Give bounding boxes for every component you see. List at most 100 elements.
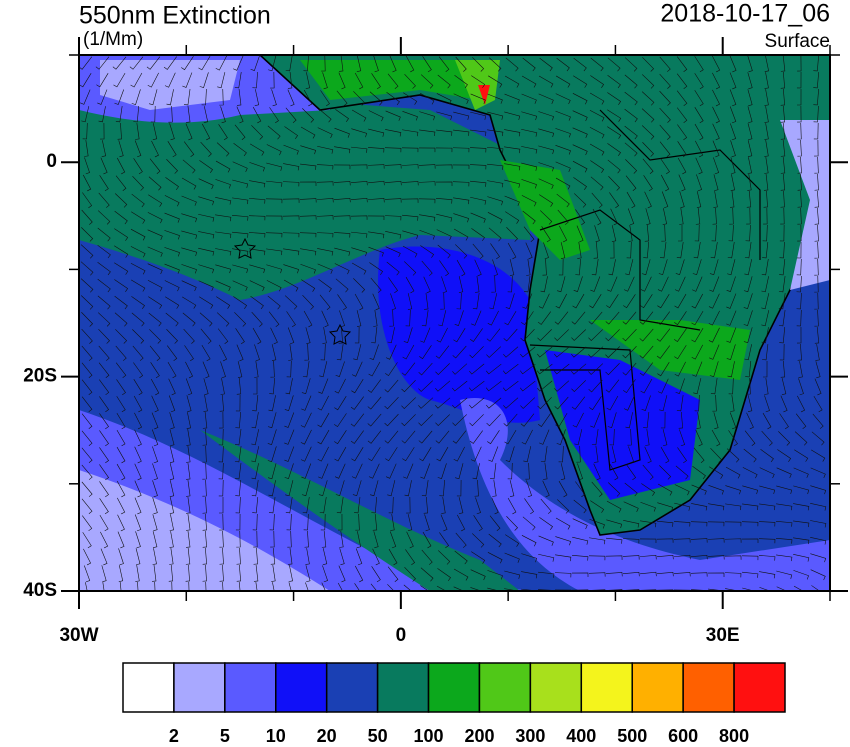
wind-barb — [810, 485, 827, 495]
wind-barb — [588, 555, 606, 561]
wind-barb — [793, 503, 810, 511]
wind-barb — [454, 310, 464, 326]
wind-barb — [503, 346, 519, 358]
wind-barb — [253, 547, 258, 565]
wind-barb — [741, 538, 759, 543]
wind-barb — [167, 361, 177, 379]
wind-barb — [729, 106, 737, 124]
wind-barb — [659, 465, 672, 480]
wind-barb — [452, 430, 467, 444]
colorbar-box — [224, 662, 277, 713]
wind-barb — [333, 215, 351, 220]
wind-barb — [114, 279, 129, 292]
wind-barb — [203, 378, 209, 396]
wind-barb — [677, 447, 687, 464]
wind-barb — [202, 531, 207, 548]
wind-barb — [471, 228, 485, 242]
colorbar-label: 800 — [719, 726, 749, 746]
wind-barb — [624, 57, 638, 72]
wind-barb — [268, 311, 280, 328]
wind-barb — [542, 480, 550, 498]
wind-barb — [300, 446, 312, 462]
wind-barb — [744, 242, 752, 259]
wind-barb — [503, 397, 519, 409]
wind-barb — [268, 497, 276, 514]
wind-barb — [627, 208, 635, 226]
wind-barb — [181, 264, 197, 274]
wind-barb — [526, 259, 531, 276]
wind-barb — [555, 75, 571, 88]
wind-barb — [694, 123, 704, 141]
wind-barb — [99, 481, 109, 498]
wind-barb — [525, 462, 530, 480]
wind-barb — [185, 123, 193, 141]
wind-barb — [100, 122, 105, 140]
wind-barb — [402, 111, 418, 121]
wind-barb — [504, 146, 521, 154]
wind-barb — [282, 198, 300, 203]
wind-barb — [555, 93, 571, 105]
wind-barb — [693, 447, 705, 463]
wind-barb — [778, 431, 791, 446]
wind-barb — [284, 295, 298, 310]
wind-barb — [118, 140, 124, 158]
wind-barb — [641, 395, 651, 411]
y-tick-label: 40S — [23, 580, 57, 601]
wind-barb — [556, 429, 566, 445]
wind-barb — [538, 128, 555, 138]
wind-barb — [537, 346, 553, 358]
wind-barb — [707, 538, 725, 543]
wind-barb — [130, 228, 146, 241]
wind-barb — [797, 122, 802, 140]
wind-barb — [572, 93, 588, 105]
wind-barb — [118, 548, 124, 566]
wind-barb — [453, 93, 469, 105]
wind-barb — [181, 280, 197, 292]
wind-barb — [624, 142, 638, 157]
wind-barb — [764, 72, 769, 89]
wind-barb — [645, 208, 651, 226]
wind-barb — [609, 192, 620, 209]
wind-barb — [538, 535, 554, 546]
wind-barb — [696, 174, 702, 192]
wind-barb — [337, 294, 347, 311]
wind-barb — [624, 125, 638, 140]
wind-barb — [573, 57, 587, 72]
wind-barb — [575, 481, 586, 498]
wind-barb — [712, 72, 721, 90]
wind-barb — [200, 328, 212, 344]
wind-barb — [350, 430, 364, 444]
wind-barb — [677, 157, 687, 175]
wind-barb — [253, 377, 258, 395]
wind-barb — [780, 207, 785, 225]
wind-barb — [779, 224, 785, 242]
wind-barb — [435, 414, 450, 426]
wind-barb — [572, 293, 585, 309]
wind-barb — [794, 431, 808, 446]
wind-barb — [150, 362, 160, 379]
wind-barb — [215, 264, 232, 274]
wind-barb — [712, 140, 720, 158]
wind-barb — [134, 412, 142, 430]
wind-barb — [764, 140, 769, 157]
wind-barb — [797, 224, 802, 242]
wind-barb — [640, 378, 653, 394]
map-frame — [78, 54, 831, 592]
wind-barb — [236, 378, 242, 395]
wind-barb — [131, 89, 141, 105]
wind-barb — [424, 293, 429, 310]
wind-barb — [83, 565, 91, 583]
wind-barb — [538, 75, 554, 88]
wind-barb — [407, 514, 413, 531]
wind-barb — [350, 164, 368, 169]
wind-barb — [676, 242, 684, 259]
wind-barb — [181, 230, 198, 239]
wind-barb — [588, 346, 604, 358]
wind-barb — [554, 396, 569, 410]
wind-barb — [152, 514, 158, 532]
wind-barb — [384, 379, 399, 393]
wind-barb — [626, 464, 637, 481]
wind-barb — [690, 538, 708, 543]
wind-barb — [810, 520, 827, 528]
